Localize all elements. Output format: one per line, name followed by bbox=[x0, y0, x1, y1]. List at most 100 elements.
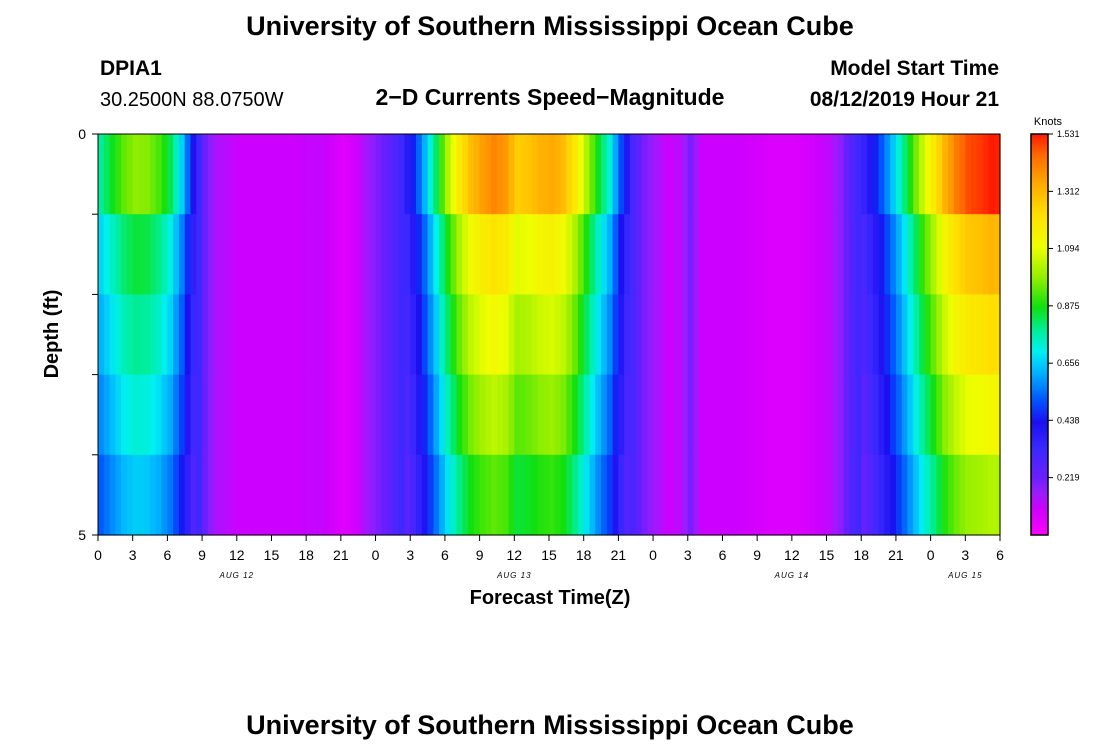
heatmap-cell bbox=[404, 214, 411, 295]
heatmap-cell bbox=[947, 374, 955, 456]
heatmap-cell bbox=[271, 294, 278, 376]
heatmap-cell bbox=[867, 134, 874, 215]
heatmap-cell bbox=[855, 214, 862, 295]
heatmap-cell bbox=[196, 374, 203, 456]
heatmap-cell bbox=[358, 374, 365, 456]
heatmap-cell bbox=[178, 134, 186, 215]
heatmap-cell bbox=[219, 134, 226, 215]
heatmap-cell bbox=[982, 134, 990, 215]
heatmap-cell bbox=[491, 134, 498, 215]
heatmap-cell bbox=[653, 454, 660, 536]
heatmap-cell bbox=[317, 294, 325, 376]
heatmap-cell bbox=[109, 294, 116, 376]
heatmap-cell bbox=[739, 374, 747, 456]
x-tick-label: 21 bbox=[333, 547, 349, 563]
heatmap-cell bbox=[988, 134, 995, 215]
heatmap-cell bbox=[693, 134, 700, 215]
heatmap-cell bbox=[664, 454, 672, 536]
heatmap-cell bbox=[629, 294, 637, 376]
colorbar-label: Knots bbox=[1034, 116, 1063, 128]
heatmap-cell bbox=[317, 134, 325, 215]
heatmap-cell bbox=[283, 134, 290, 215]
heatmap-cell bbox=[728, 294, 735, 376]
heatmap-cell bbox=[612, 294, 619, 376]
heatmap-cell bbox=[838, 454, 845, 536]
heatmap-cell bbox=[641, 454, 648, 536]
heatmap-cell bbox=[230, 214, 238, 295]
heatmap-cell bbox=[572, 374, 579, 456]
heatmap-cell bbox=[352, 374, 359, 456]
heatmap-cell bbox=[947, 134, 955, 215]
heatmap-cell bbox=[710, 214, 718, 295]
heatmap-cell bbox=[115, 374, 122, 456]
heatmap-cell bbox=[843, 374, 851, 456]
heatmap-cell bbox=[439, 454, 446, 536]
heatmap-cell bbox=[202, 454, 209, 536]
heatmap-cell bbox=[907, 294, 914, 376]
heatmap-cell bbox=[410, 294, 417, 376]
heatmap-cell bbox=[947, 454, 955, 536]
heatmap-cell bbox=[595, 134, 602, 215]
heatmap-cell bbox=[994, 294, 1001, 376]
heatmap-cell bbox=[971, 214, 978, 295]
heatmap-cell bbox=[375, 134, 382, 215]
heatmap-cell bbox=[416, 214, 423, 295]
heatmap-cell bbox=[363, 134, 371, 215]
heatmap-cell bbox=[126, 134, 134, 215]
heatmap-cell bbox=[242, 454, 249, 536]
heatmap-cell bbox=[317, 454, 325, 536]
heatmap-cell bbox=[606, 454, 614, 536]
heatmap-cell bbox=[283, 214, 290, 295]
heatmap-cell bbox=[670, 214, 677, 295]
heatmap-cell bbox=[653, 294, 660, 376]
heatmap-cell bbox=[612, 214, 619, 295]
heatmap-cell bbox=[780, 134, 787, 215]
heatmap-cell bbox=[335, 214, 342, 295]
heatmap-cell bbox=[976, 374, 984, 456]
heatmap-cell bbox=[884, 374, 891, 456]
x-tick-label: 0 bbox=[649, 547, 657, 563]
heatmap-cell bbox=[265, 294, 273, 376]
heatmap-cell bbox=[167, 454, 174, 536]
heatmap-cell bbox=[988, 214, 995, 295]
heatmap-cell bbox=[895, 134, 903, 215]
heatmap-cell bbox=[150, 454, 157, 536]
heatmap-cell bbox=[976, 454, 984, 536]
model-start-label: Model Start Time bbox=[830, 57, 999, 80]
heatmap-cell bbox=[485, 374, 492, 456]
heatmap-cell bbox=[213, 294, 221, 376]
heatmap-cell bbox=[971, 454, 978, 536]
heatmap-cell bbox=[444, 134, 452, 215]
date-label: AUG 15 bbox=[947, 571, 982, 580]
heatmap-cell bbox=[277, 214, 284, 295]
heatmap-cell bbox=[363, 214, 371, 295]
heatmap-cell bbox=[832, 134, 839, 215]
heatmap-cell bbox=[306, 454, 313, 536]
heatmap-cell bbox=[757, 214, 764, 295]
heatmap-cell bbox=[953, 374, 961, 456]
heatmap-cell bbox=[716, 134, 724, 215]
heatmap-cell bbox=[976, 214, 984, 295]
station-coords: 30.2500N 88.0750W bbox=[100, 89, 284, 111]
heatmap-cell bbox=[982, 294, 990, 376]
heatmap-cell bbox=[496, 454, 504, 536]
heatmap-cell bbox=[554, 374, 562, 456]
heatmap-cell bbox=[820, 374, 828, 456]
heatmap-cell bbox=[225, 134, 232, 215]
heatmap-cell bbox=[710, 454, 718, 536]
heatmap-cell bbox=[335, 374, 342, 456]
heatmap-cell bbox=[924, 454, 932, 536]
heatmap-cell bbox=[207, 294, 215, 376]
heatmap-cell bbox=[786, 214, 793, 295]
heatmap-cell bbox=[814, 454, 822, 536]
heatmap-cell bbox=[693, 294, 700, 376]
heatmap-cell bbox=[311, 214, 319, 295]
heatmap-cell bbox=[965, 374, 972, 456]
heatmap-cell bbox=[913, 134, 920, 215]
heatmap-cell bbox=[872, 214, 880, 295]
heatmap-cell bbox=[259, 374, 267, 456]
heatmap-cell bbox=[132, 374, 140, 456]
heatmap-cell bbox=[814, 294, 822, 376]
x-tick-label: 18 bbox=[576, 547, 592, 563]
heatmap-cell bbox=[242, 294, 249, 376]
